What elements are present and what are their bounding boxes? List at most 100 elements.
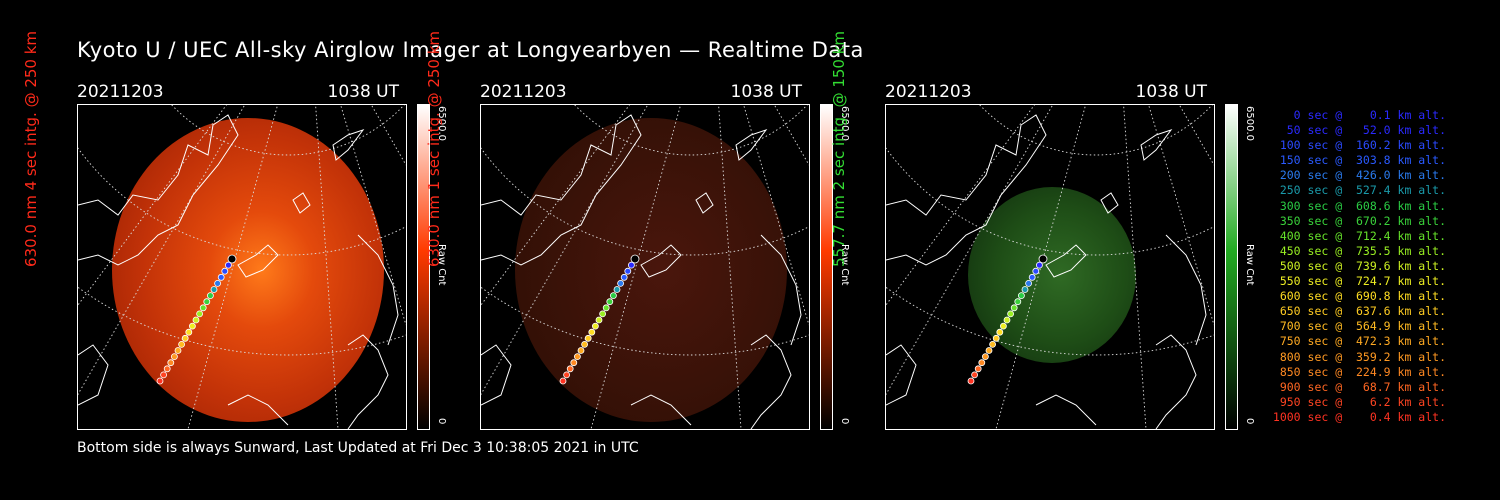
- trajectory-point: [167, 359, 175, 367]
- colorbar-min: 0: [436, 418, 447, 425]
- trajectory-legend: 0 sec @ 0.1 km alt. 50 sec @ 52.0 km alt…: [1262, 108, 1446, 425]
- trajectory-point: [592, 322, 599, 330]
- trajectory-point: [566, 365, 574, 373]
- legend-row: 800 sec @ 359.2 km alt.: [1272, 349, 1446, 364]
- trajectory-point: [1035, 261, 1043, 269]
- colorbar-unit: Raw Cnt: [1244, 244, 1255, 286]
- trajectory-point: [199, 304, 207, 312]
- trajectory-point: [210, 286, 218, 293]
- allsky-disk: [515, 118, 787, 422]
- trajectory-point: [989, 340, 996, 348]
- panel-ylabel: 630.0 nm 1 sec intg. @ 250 km: [425, 30, 443, 267]
- trajectory-point: [185, 328, 193, 336]
- trajectory-point: [985, 347, 993, 354]
- trajectory-point: [971, 371, 978, 379]
- legend-row: 50 sec @ 52.0 km alt.: [1272, 123, 1446, 138]
- allsky-disk: [968, 187, 1136, 363]
- trajectory-point: [1000, 322, 1007, 330]
- trajectory-point: [627, 261, 635, 269]
- panel-time: 1038 UT: [327, 82, 400, 102]
- airglow-panel-2: 20211203 1038 UT 630.0 nm 1 sec intg. @ …: [425, 31, 850, 430]
- legend-row: 850 sec @ 224.9 km alt.: [1272, 364, 1446, 379]
- trajectory-point: [595, 316, 603, 324]
- trajectory-point: [978, 359, 986, 367]
- trajectory-point: [1032, 267, 1040, 275]
- colorbar: [820, 104, 833, 430]
- airglow-panel-3: 20211203 1038 UT 557.7 nm 2 sec intg. @ …: [830, 31, 1255, 430]
- legend-row: 600 sec @ 690.8 km alt.: [1272, 289, 1446, 304]
- update-footer: Bottom side is always Sunward, Last Upda…: [77, 440, 639, 456]
- allsky-image[interactable]: [480, 104, 810, 430]
- panel-time: 1038 UT: [730, 82, 803, 102]
- trajectory-point: [967, 377, 975, 385]
- allsky-image[interactable]: [885, 104, 1215, 430]
- colorbar-max: 6500.0: [1244, 106, 1255, 141]
- legend-row: 350 sec @ 670.2 km alt.: [1272, 213, 1446, 228]
- legend-row: 900 sec @ 68.7 km alt.: [1272, 379, 1446, 394]
- allsky-map: [886, 105, 1214, 429]
- legend-row: 950 sec @ 6.2 km alt.: [1272, 394, 1446, 409]
- allsky-image[interactable]: [77, 104, 407, 430]
- trajectory: [156, 254, 237, 385]
- legend-row: 150 sec @ 303.8 km alt.: [1272, 153, 1446, 168]
- panel-time: 1038 UT: [1135, 82, 1208, 102]
- coastline: [481, 114, 802, 429]
- panel-ylabel: 557.7 nm 2 sec intg. @ 150 km: [830, 30, 848, 267]
- legend-row: 0 sec @ 0.1 km alt.: [1272, 108, 1446, 122]
- trajectory-point: [1003, 316, 1011, 324]
- trajectory-point: [588, 328, 596, 336]
- legend-row: 1000 sec @ 0.4 km alt.: [1272, 409, 1446, 424]
- trajectory-point: [1021, 286, 1029, 293]
- trajectory-point: [581, 340, 588, 348]
- trajectory-point: [620, 273, 628, 281]
- trajectory-point: [570, 359, 578, 367]
- panel-ylabel: 630.0 nm 4 sec intg. @ 250 km: [22, 30, 40, 267]
- trajectory-point: [1010, 304, 1018, 312]
- colorbar: [417, 104, 430, 430]
- trajectory-point: [599, 310, 606, 318]
- trajectory-point: [584, 334, 592, 342]
- trajectory-point: [563, 371, 570, 379]
- allsky-disk: [112, 118, 384, 422]
- colorbar-min: 0: [839, 418, 850, 425]
- legend-row: 500 sec @ 739.6 km alt.: [1272, 258, 1446, 273]
- coordinate-grid: [886, 105, 1214, 429]
- trajectory-point: [1007, 310, 1014, 318]
- trajectory-point: [574, 353, 581, 361]
- trajectory-point: [224, 261, 232, 269]
- trajectory-point: [974, 365, 982, 373]
- panel-date: 20211203: [885, 82, 972, 102]
- legend-row: 400 sec @ 712.4 km alt.: [1272, 228, 1446, 243]
- trajectory-point: [163, 365, 171, 373]
- legend-row: 750 sec @ 472.3 km alt.: [1272, 334, 1446, 349]
- trajectory-point: [1025, 279, 1033, 287]
- panel-date: 20211203: [480, 82, 567, 102]
- panel-date: 20211203: [77, 82, 164, 102]
- trajectory-point: [227, 254, 237, 264]
- coastline: [886, 114, 1207, 429]
- legend-row: 250 sec @ 527.4 km alt.: [1272, 183, 1446, 198]
- legend-row: 700 sec @ 564.9 km alt.: [1272, 319, 1446, 334]
- trajectory: [967, 254, 1048, 385]
- colorbar: [1225, 104, 1238, 430]
- airglow-panel-1: 20211203 1038 UT 630.0 nm 4 sec intg. @ …: [22, 31, 447, 430]
- trajectory-point: [559, 377, 567, 385]
- trajectory-point: [181, 334, 189, 342]
- trajectory-point: [992, 334, 1000, 342]
- trajectory-point: [206, 292, 214, 300]
- trajectory-point: [1038, 254, 1048, 264]
- trajectory-point: [156, 377, 164, 385]
- trajectory-point: [174, 347, 182, 354]
- allsky-map: [78, 105, 406, 429]
- trajectory-point: [982, 353, 989, 361]
- trajectory-point: [624, 267, 632, 275]
- trajectory-point: [196, 310, 203, 318]
- trajectory-point: [617, 279, 625, 287]
- trajectory-point: [630, 254, 640, 264]
- trajectory-point: [192, 316, 200, 324]
- trajectory-point: [171, 353, 178, 361]
- trajectory: [559, 254, 640, 385]
- trajectory-point: [178, 340, 185, 348]
- trajectory-point: [189, 322, 196, 330]
- legend-row: 550 sec @ 724.7 km alt.: [1272, 274, 1446, 289]
